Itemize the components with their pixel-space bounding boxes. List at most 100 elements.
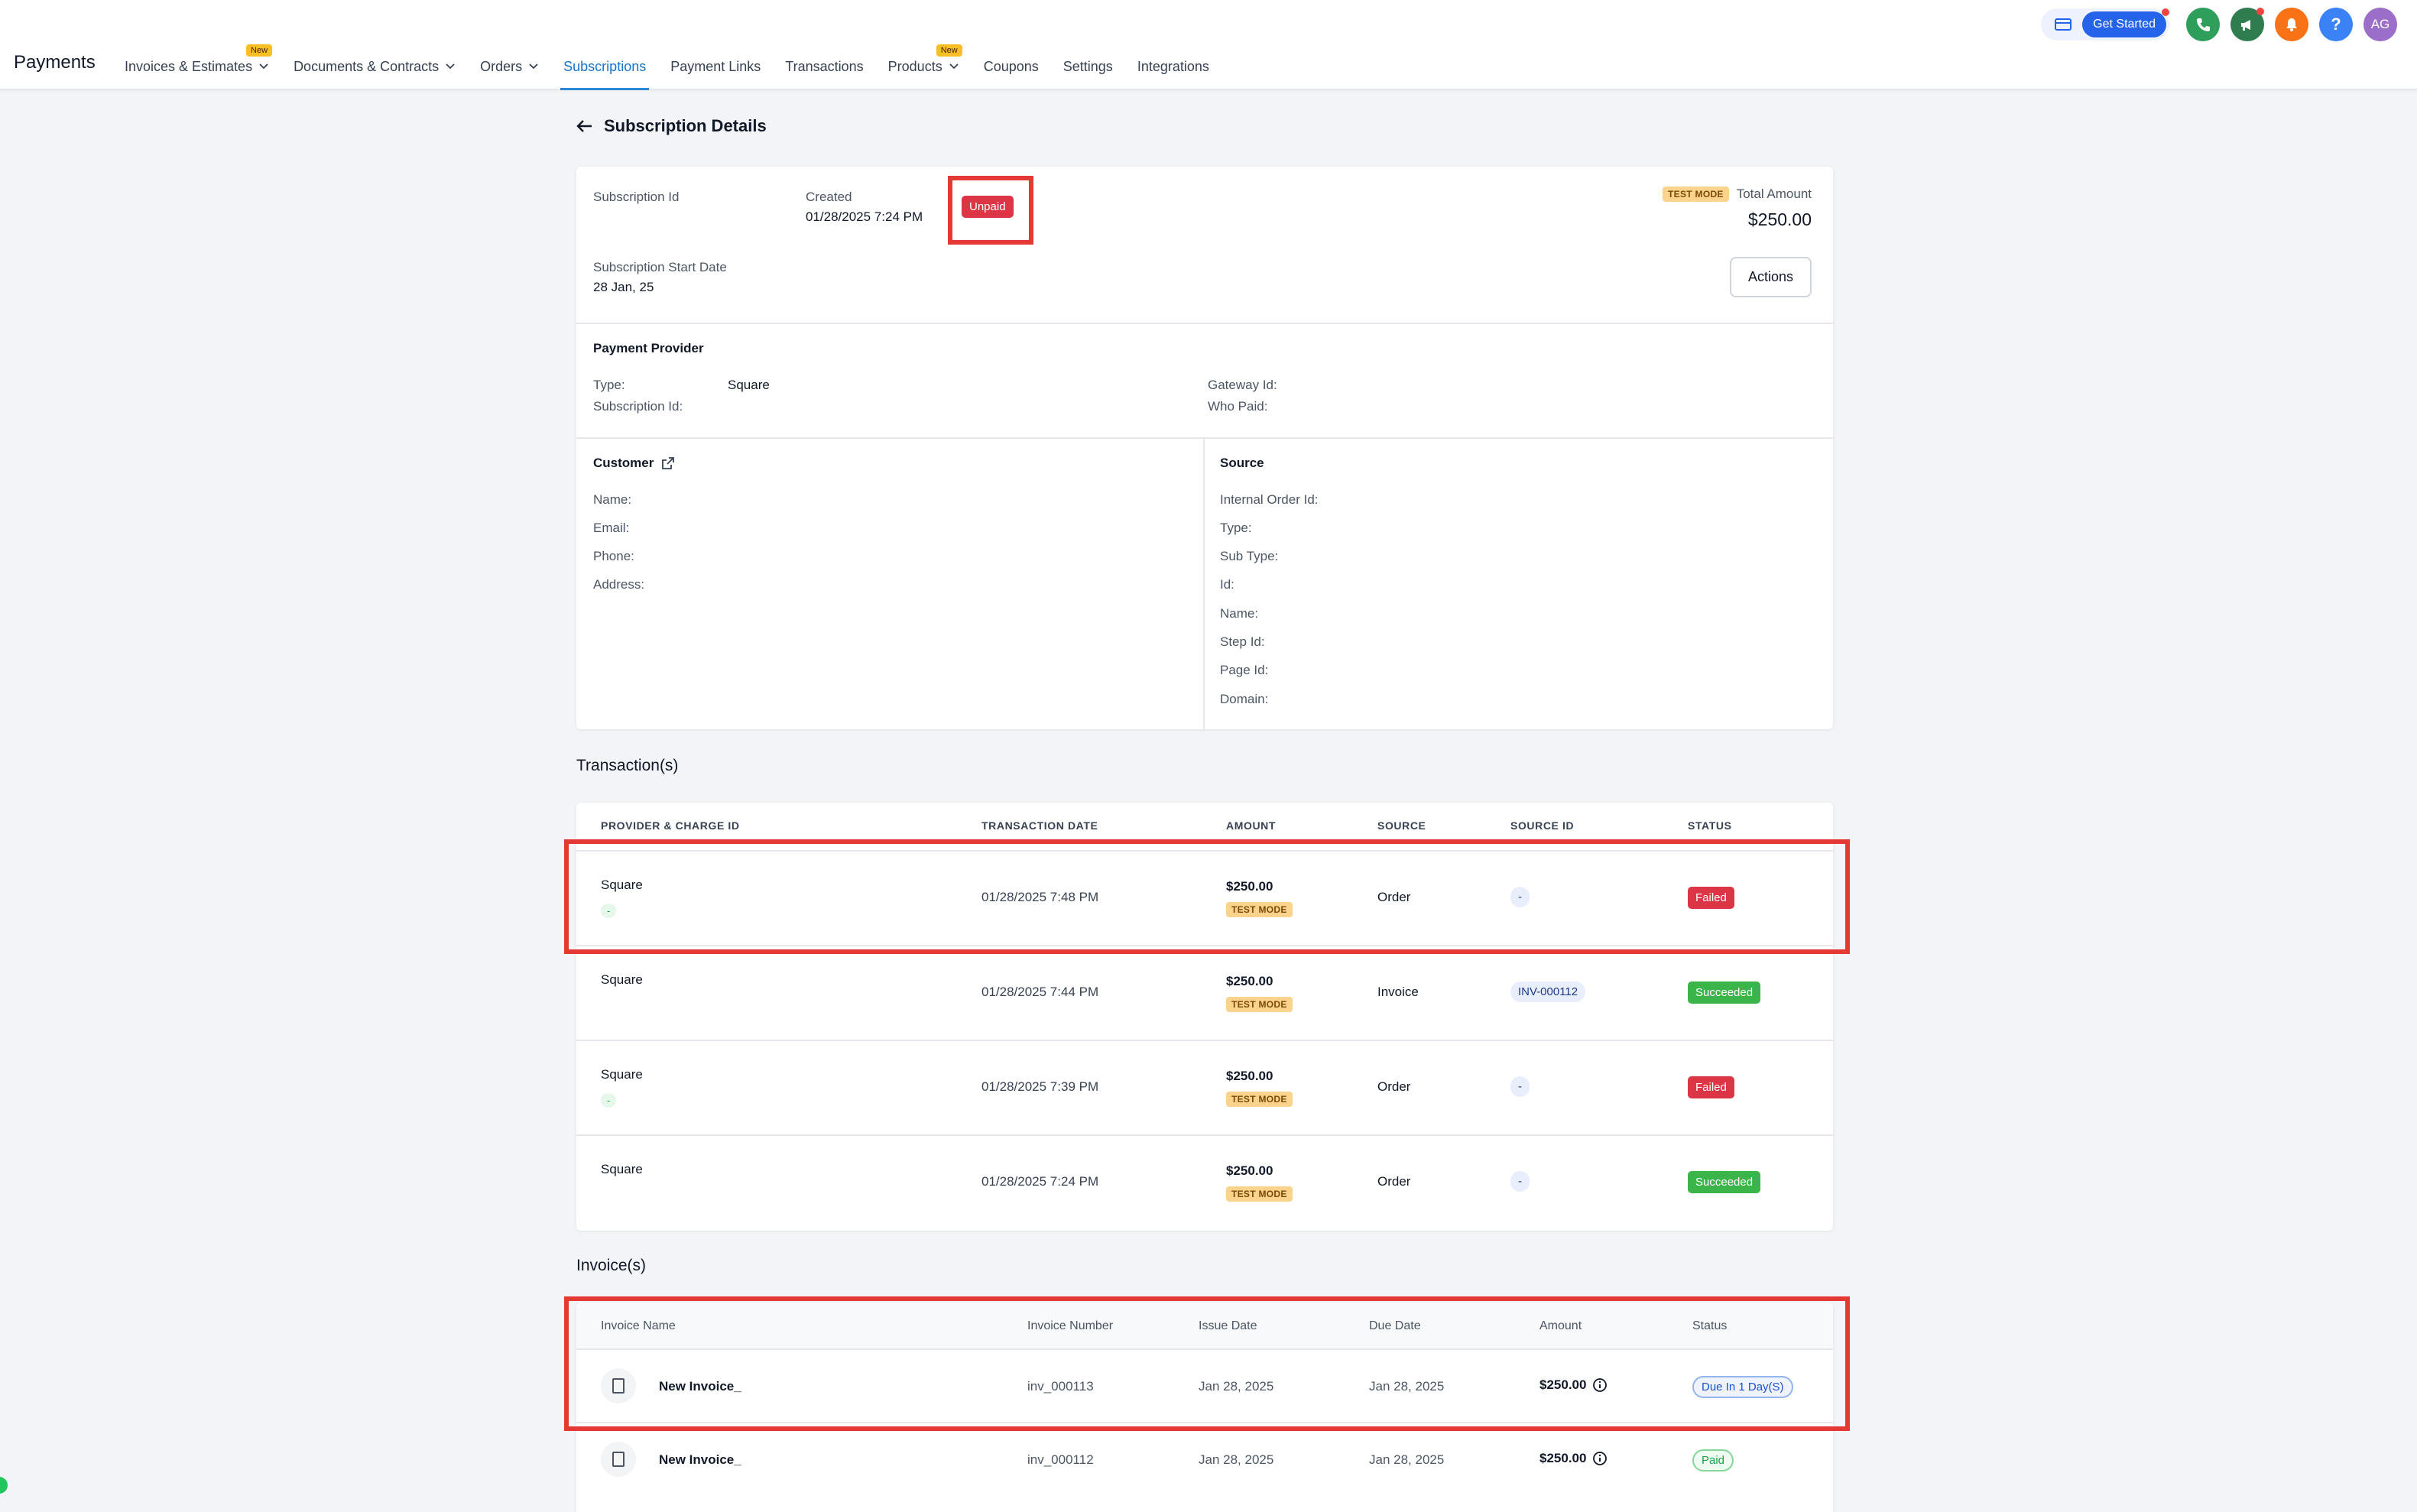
source-name-label: Name: bbox=[1220, 606, 1259, 621]
back-arrow-icon[interactable] bbox=[576, 119, 593, 133]
table-row[interactable]: New Invoice_ inv_000112 Jan 28, 2025 Jan… bbox=[576, 1422, 1833, 1495]
transactions-heading: Transaction(s) bbox=[576, 757, 679, 774]
charge-id-pill: - bbox=[601, 904, 617, 918]
table-row[interactable]: Square - 01/28/2025 7:48 PM $250.00 TEST… bbox=[576, 850, 1833, 945]
mode-cell: TEST MODE bbox=[1226, 900, 1293, 917]
created-label: Created bbox=[806, 190, 852, 204]
total-amount-label: Total Amount bbox=[1736, 187, 1812, 201]
nav-subscriptions[interactable]: Subscriptions bbox=[560, 54, 650, 90]
col-amount: AMOUNT bbox=[1226, 819, 1277, 832]
top-navbar: Payments Invoices & Estimates New Docume… bbox=[0, 0, 2417, 90]
col-invoice-name: Invoice Name bbox=[601, 1319, 676, 1332]
col-due-date: Due Date bbox=[1369, 1319, 1421, 1332]
avatar-initials: AG bbox=[2370, 17, 2390, 31]
col-source-id: SOURCE ID bbox=[1510, 819, 1575, 832]
highlight-box bbox=[948, 176, 1033, 245]
actions-button[interactable]: Actions bbox=[1729, 257, 1812, 297]
bell-icon bbox=[2286, 18, 2297, 31]
source-id-label: Id: bbox=[1220, 577, 1234, 592]
customer-name-label: Name: bbox=[593, 492, 632, 507]
nav-label: Orders bbox=[480, 58, 523, 74]
nav-label: Integrations bbox=[1137, 58, 1209, 74]
source-id-pill[interactable]: - bbox=[1510, 1076, 1530, 1097]
nav-integrations[interactable]: Integrations bbox=[1137, 54, 1209, 79]
status-badge: Unpaid bbox=[962, 196, 1014, 218]
test-mode-badge: TEST MODE bbox=[1226, 1092, 1293, 1107]
phone-icon bbox=[2197, 18, 2210, 31]
source-id-pill[interactable]: - bbox=[1510, 1171, 1530, 1192]
source-id-pill[interactable]: - bbox=[1510, 887, 1530, 907]
page-header: Subscription Details bbox=[576, 116, 767, 136]
notifications-button[interactable] bbox=[2275, 8, 2308, 41]
transactions-table: PROVIDER & CHARGE ID TRANSACTION DATE AM… bbox=[576, 803, 1833, 1231]
col-issue-date: Issue Date bbox=[1199, 1319, 1257, 1332]
status-badge: Failed bbox=[1688, 1076, 1734, 1098]
status-badge: Due In 1 Day(S) bbox=[1692, 1376, 1793, 1398]
status-cell: Due In 1 Day(S) bbox=[1692, 1376, 1793, 1398]
table-row[interactable]: Square - 01/28/2025 7:39 PM $250.00 TEST… bbox=[576, 1040, 1833, 1134]
nav-coupons[interactable]: Coupons bbox=[984, 54, 1039, 79]
source-id-cell: - bbox=[1510, 1076, 1530, 1097]
table-row[interactable]: New Invoice_ inv_000113 Jan 28, 2025 Jan… bbox=[576, 1348, 1833, 1422]
phone-button[interactable] bbox=[2186, 8, 2220, 41]
chevron-down-icon bbox=[446, 63, 455, 70]
help-icon: ? bbox=[2331, 15, 2341, 34]
nav-label: Invoices & Estimates bbox=[125, 58, 253, 74]
charge-id-pill: - bbox=[601, 1093, 617, 1108]
help-button[interactable]: ? bbox=[2319, 8, 2353, 41]
test-mode-badge: TEST MODE bbox=[1226, 902, 1293, 917]
status-cell: Failed bbox=[1688, 887, 1734, 909]
customer-email-label: Email: bbox=[593, 521, 630, 535]
source-id-pill[interactable]: INV-000112 bbox=[1510, 982, 1586, 1002]
source-step-id-label: Step Id: bbox=[1220, 634, 1265, 649]
header-actions: Get Started ? AG bbox=[2041, 8, 2397, 41]
get-started-group[interactable]: Get Started bbox=[2041, 8, 2169, 41]
megaphone-button[interactable] bbox=[2230, 8, 2264, 41]
info-icon[interactable] bbox=[1592, 1451, 1608, 1466]
info-icon[interactable] bbox=[1592, 1377, 1608, 1393]
test-mode-badge: TEST MODE bbox=[1226, 997, 1293, 1012]
card-icon bbox=[2055, 18, 2072, 31]
status-cell: Succeeded bbox=[1688, 1171, 1761, 1193]
status-badge: Succeeded bbox=[1688, 1171, 1761, 1193]
invoice-name-cell[interactable]: New Invoice_ bbox=[659, 1379, 741, 1394]
invoice-name-cell[interactable]: New Invoice_ bbox=[659, 1452, 741, 1467]
test-mode-badge: TEST MODE bbox=[1226, 1186, 1293, 1202]
source-id-cell: INV-000112 bbox=[1510, 982, 1586, 1002]
due-date-cell: Jan 28, 2025 bbox=[1369, 1452, 1445, 1467]
nav-label: Documents & Contracts bbox=[294, 58, 440, 74]
nav-documents-contracts[interactable]: Documents & Contracts bbox=[294, 54, 456, 79]
source-sub-type-label: Sub Type: bbox=[1220, 549, 1279, 563]
nav-payment-links[interactable]: Payment Links bbox=[670, 54, 761, 79]
provider-subscription-id-label: Subscription Id: bbox=[593, 399, 683, 414]
table-row[interactable]: Square 01/28/2025 7:44 PM $250.00 TEST M… bbox=[576, 945, 1833, 1040]
source-cell: Order bbox=[1377, 1174, 1411, 1189]
source-id-cell: - bbox=[1510, 887, 1530, 907]
source-id-cell: - bbox=[1510, 1171, 1530, 1192]
col-provider: PROVIDER & CHARGE ID bbox=[601, 819, 740, 832]
chat-widget-icon[interactable] bbox=[0, 1477, 8, 1494]
col-status: Status bbox=[1692, 1319, 1728, 1332]
amount-cell: $250.00 bbox=[1539, 1377, 1608, 1393]
issue-date-cell: Jan 28, 2025 bbox=[1199, 1379, 1274, 1394]
nav-products[interactable]: Products New bbox=[888, 44, 962, 79]
external-link-icon[interactable] bbox=[661, 456, 675, 470]
nav-orders[interactable]: Orders bbox=[480, 54, 539, 79]
page-title: Subscription Details bbox=[604, 116, 767, 135]
nav-transactions[interactable]: Transactions bbox=[785, 54, 863, 79]
new-badge: New bbox=[936, 44, 962, 57]
invoice-icon bbox=[601, 1368, 636, 1403]
invoices-header-row bbox=[576, 1303, 1833, 1348]
nav-invoices-estimates[interactable]: Invoices & Estimates New bbox=[125, 44, 273, 79]
source-heading: Source bbox=[1220, 456, 1264, 470]
table-row[interactable]: Square 01/28/2025 7:24 PM $250.00 TEST M… bbox=[576, 1134, 1833, 1229]
avatar[interactable]: AG bbox=[2363, 8, 2397, 41]
source-page-id-label: Page Id: bbox=[1220, 663, 1269, 677]
total-amount-group: TEST MODE Total Amount bbox=[1663, 187, 1812, 202]
nav-label: Transactions bbox=[785, 58, 864, 74]
start-date-value: 28 Jan, 25 bbox=[593, 280, 654, 294]
get-started-button[interactable]: Get Started bbox=[2082, 8, 2169, 37]
nav-settings[interactable]: Settings bbox=[1063, 54, 1113, 79]
chevron-down-icon bbox=[529, 63, 538, 70]
provider-cell: Square bbox=[601, 878, 643, 892]
